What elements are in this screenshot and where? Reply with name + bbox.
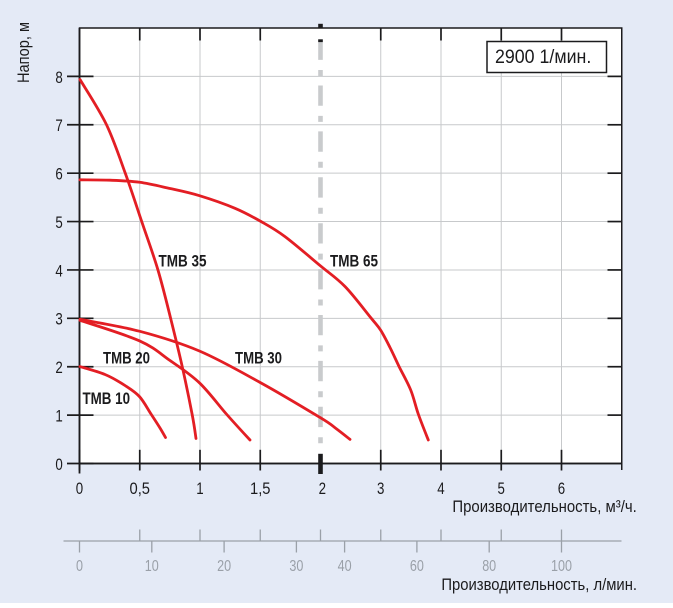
svg-text:10: 10 — [145, 558, 159, 575]
svg-text:1,5: 1,5 — [250, 480, 271, 498]
svg-text:TMB 30: TMB 30 — [235, 350, 282, 368]
svg-text:Производительность, м³/ч.: Производительность, м³/ч. — [452, 497, 636, 516]
svg-text:1: 1 — [55, 408, 62, 426]
svg-text:4: 4 — [437, 480, 444, 498]
svg-text:2900 1/мин.: 2900 1/мин. — [495, 47, 591, 68]
svg-text:0,5: 0,5 — [130, 480, 151, 498]
svg-text:20: 20 — [217, 558, 231, 575]
svg-text:1: 1 — [196, 480, 203, 498]
svg-text:30: 30 — [289, 558, 303, 575]
svg-text:3: 3 — [55, 311, 62, 329]
svg-text:2: 2 — [55, 359, 62, 377]
svg-text:5: 5 — [55, 214, 62, 232]
svg-text:TMB 10: TMB 10 — [83, 390, 131, 408]
svg-text:TMB 35: TMB 35 — [159, 253, 207, 271]
svg-text:60: 60 — [410, 558, 424, 575]
svg-text:4: 4 — [55, 262, 62, 280]
svg-text:0: 0 — [55, 456, 62, 474]
svg-text:7: 7 — [55, 117, 62, 135]
svg-text:6: 6 — [55, 166, 62, 184]
svg-text:5: 5 — [498, 480, 505, 498]
svg-text:Напор, м: Напор, м — [14, 22, 33, 83]
svg-text:8: 8 — [55, 69, 62, 87]
svg-text:40: 40 — [338, 558, 352, 575]
svg-text:TMB 65: TMB 65 — [330, 253, 378, 271]
svg-text:0: 0 — [76, 480, 83, 498]
svg-text:TMB 20: TMB 20 — [103, 350, 150, 368]
svg-text:80: 80 — [482, 558, 496, 575]
svg-text:0: 0 — [76, 558, 83, 575]
svg-text:3: 3 — [377, 480, 384, 498]
svg-text:Производительность, л/мин.: Производительность, л/мин. — [441, 575, 637, 594]
svg-text:2: 2 — [319, 480, 326, 498]
svg-text:6: 6 — [558, 480, 565, 498]
svg-text:100: 100 — [551, 558, 572, 575]
